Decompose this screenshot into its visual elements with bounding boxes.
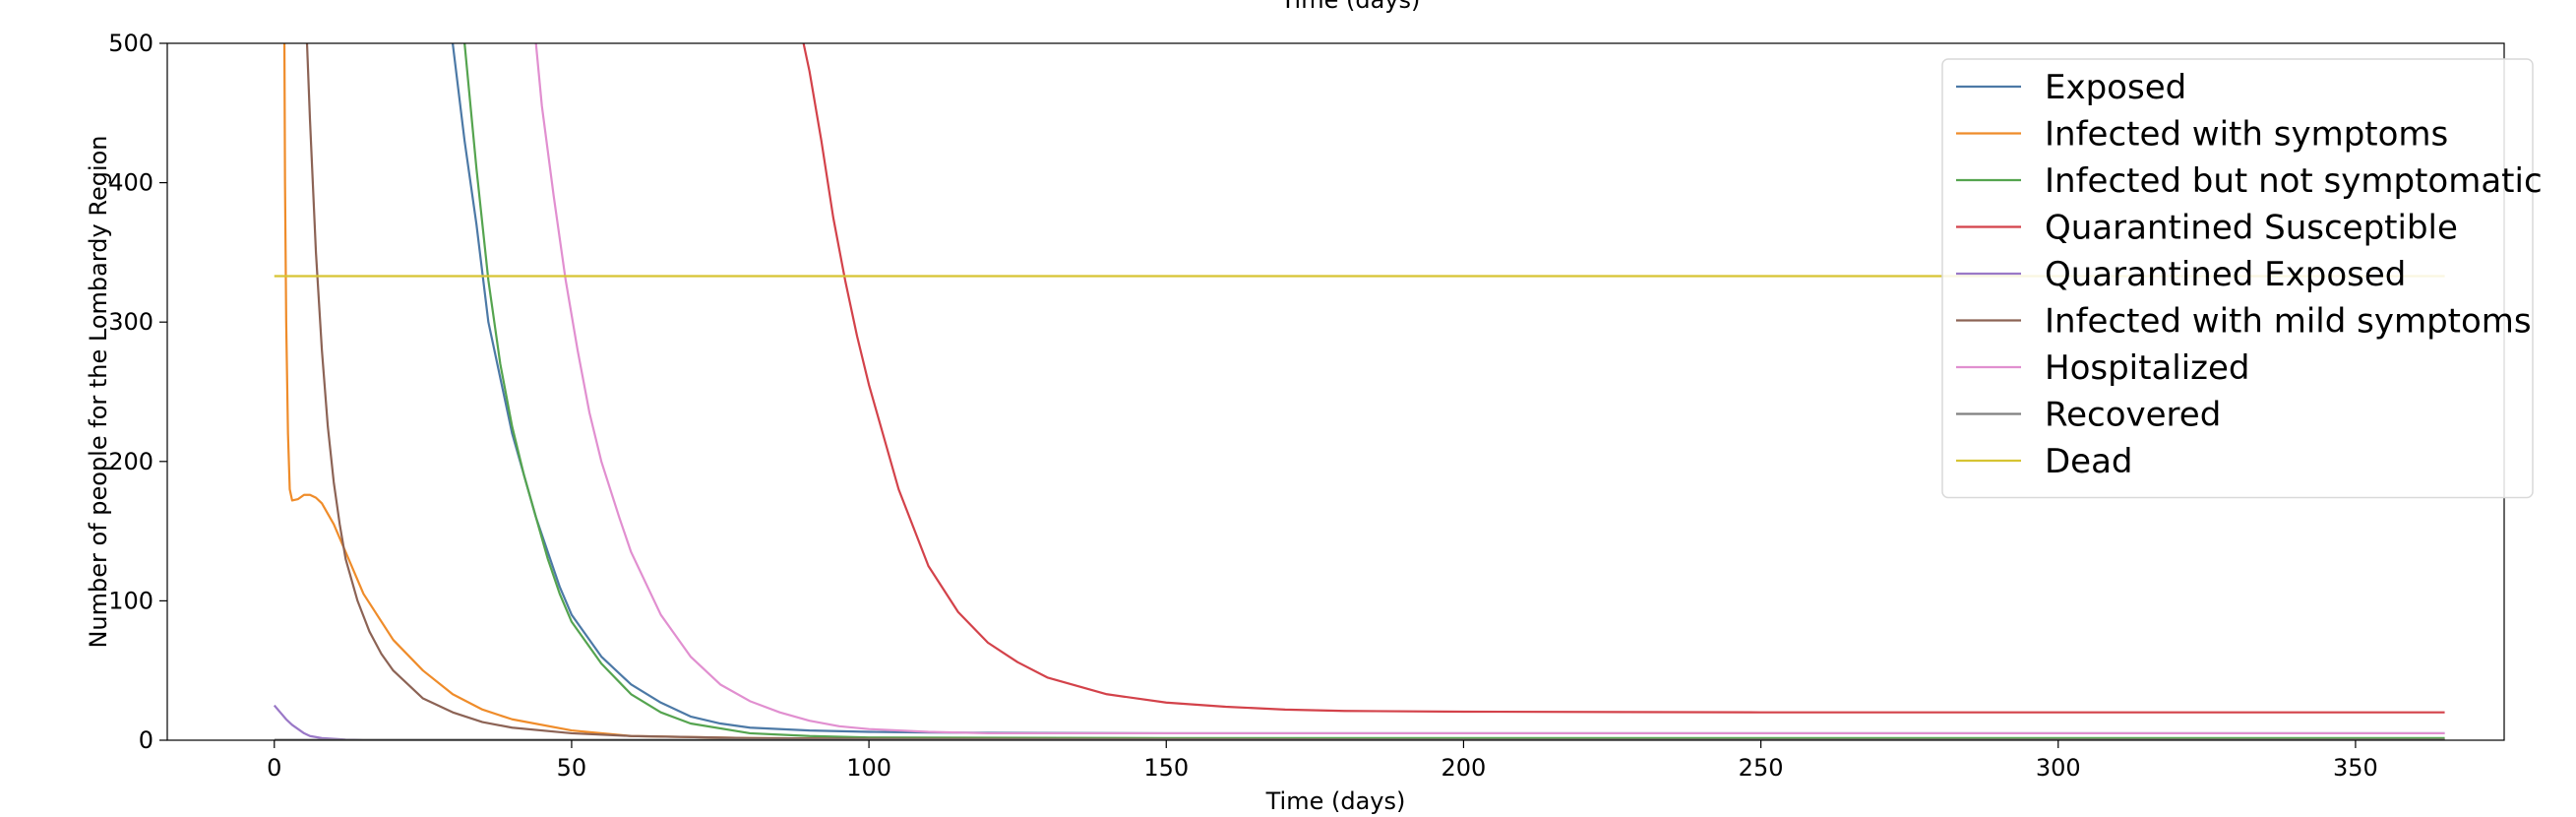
- y-tick-label: 200: [108, 448, 153, 475]
- x-tick-label: 250: [1739, 754, 1784, 782]
- legend-label: Quarantined Susceptible: [2045, 209, 2458, 248]
- legend-label: Hospitalized: [2045, 348, 2250, 388]
- legend-label: Infected with symptoms: [2045, 115, 2448, 155]
- legend-label: Dead: [2045, 442, 2133, 481]
- y-tick-label: 100: [108, 587, 153, 614]
- x-tick-label: 100: [846, 754, 891, 782]
- x-tick-label: 300: [2036, 754, 2081, 782]
- y-tick-label: 300: [108, 308, 153, 336]
- x-tick-label: 200: [1441, 754, 1487, 782]
- x-tick-label: 350: [2333, 754, 2378, 782]
- legend-label: Recovered: [2045, 396, 2221, 435]
- y-tick-label: 500: [108, 30, 153, 57]
- legend-label: Infected but not symptomatic: [2045, 161, 2543, 201]
- y-tick-label: 400: [108, 169, 153, 197]
- legend-label: Exposed: [2045, 68, 2186, 107]
- y-axis-label: Number of people for the Lombardy Region: [85, 135, 112, 648]
- x-tick-label: 0: [267, 754, 281, 782]
- legend-label: Quarantined Exposed: [2045, 255, 2406, 294]
- x-axis-label: Time (days): [1265, 787, 1406, 815]
- legend-label: Infected with mild symptoms: [2045, 302, 2532, 342]
- legend: Exposed Infected with symptoms Infected bu…: [1942, 59, 2543, 498]
- y-tick-label: 0: [139, 726, 153, 754]
- x-tick-label: 150: [1143, 754, 1189, 782]
- x-tick-label: 50: [557, 754, 587, 782]
- legend-entry-3: Infected but not symptomatic: [1956, 161, 2543, 201]
- top-clipped-axis-label: Time (days): [1280, 0, 1421, 14]
